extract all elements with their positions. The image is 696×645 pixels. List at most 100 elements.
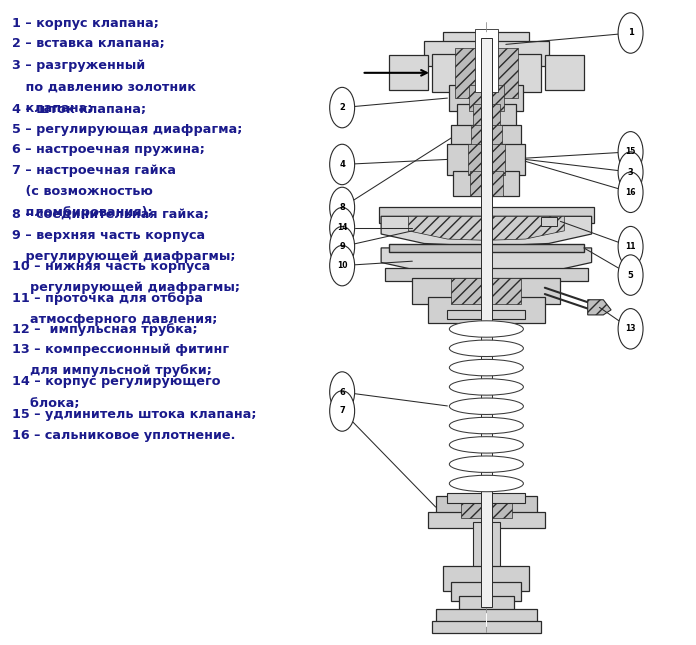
Bar	[473, 104, 500, 130]
Text: 1: 1	[628, 28, 633, 37]
Ellipse shape	[450, 359, 523, 376]
Text: блока;: блока;	[13, 397, 80, 410]
Text: регулирующей диафрагмы;: регулирующей диафрагмы;	[13, 250, 236, 263]
Text: 13: 13	[625, 324, 636, 333]
Circle shape	[330, 187, 355, 228]
Circle shape	[330, 372, 355, 412]
Ellipse shape	[450, 417, 523, 434]
Text: клапана;: клапана;	[13, 102, 93, 115]
Bar	[455, 48, 518, 98]
Bar	[481, 38, 492, 607]
Ellipse shape	[450, 456, 523, 472]
Text: 14 – корпус регулирующего: 14 – корпус регулирующего	[13, 375, 221, 388]
Circle shape	[618, 132, 643, 172]
Ellipse shape	[450, 398, 523, 415]
Ellipse shape	[450, 379, 523, 395]
Bar	[470, 125, 502, 150]
Polygon shape	[587, 300, 611, 315]
Circle shape	[618, 255, 643, 295]
Text: 5 – регулирующая диафрагма;: 5 – регулирующая диафрагма;	[13, 123, 243, 135]
Ellipse shape	[450, 340, 523, 357]
Bar	[451, 278, 521, 304]
Bar	[424, 41, 548, 66]
Bar	[469, 86, 504, 111]
Text: 4: 4	[339, 160, 345, 169]
Text: регулирующей диафрагмы;: регулирующей диафрагмы;	[13, 281, 240, 294]
Circle shape	[618, 226, 643, 267]
Bar	[428, 297, 545, 322]
Circle shape	[330, 87, 355, 128]
Text: 6 – настроечная пружина;: 6 – настроечная пружина;	[13, 143, 205, 156]
Ellipse shape	[450, 437, 523, 453]
Text: 14: 14	[337, 223, 347, 232]
Circle shape	[618, 152, 643, 192]
Text: 16: 16	[625, 188, 636, 197]
Bar	[443, 566, 529, 591]
Bar	[450, 86, 523, 111]
Ellipse shape	[450, 475, 523, 491]
Bar	[453, 171, 519, 196]
Bar	[475, 28, 498, 92]
Text: 15: 15	[626, 147, 635, 156]
Bar	[389, 55, 428, 90]
Text: 5: 5	[628, 271, 633, 279]
Circle shape	[330, 226, 355, 267]
Bar	[451, 125, 521, 150]
Bar	[470, 171, 503, 196]
Text: 8 – соединительная гайка;: 8 – соединительная гайка;	[13, 208, 209, 221]
Text: пломбирования);: пломбирования);	[13, 206, 153, 219]
Bar	[468, 144, 505, 175]
Bar	[428, 512, 545, 528]
Text: 8: 8	[339, 203, 345, 212]
Text: 3 – разгруженный: 3 – разгруженный	[13, 59, 145, 72]
Bar	[436, 608, 537, 624]
Text: по давлению золотник: по давлению золотник	[13, 81, 196, 94]
Text: 10: 10	[337, 261, 347, 270]
Bar	[545, 55, 584, 90]
Circle shape	[330, 208, 355, 248]
Text: 11 – проточка для отбора: 11 – проточка для отбора	[13, 292, 203, 304]
Bar	[459, 596, 514, 611]
Text: для импульсной трубки;: для импульсной трубки;	[13, 364, 212, 377]
Bar	[443, 32, 529, 51]
Text: 9 – верхняя часть корпуса: 9 – верхняя часть корпуса	[13, 229, 205, 242]
Text: 9: 9	[339, 242, 345, 251]
Bar	[389, 244, 584, 252]
Bar	[448, 310, 525, 319]
Text: 6: 6	[339, 388, 345, 397]
Bar	[451, 582, 521, 600]
Text: 13 – компрессионный фитинг: 13 – компрессионный фитинг	[13, 343, 230, 356]
Text: 11: 11	[625, 242, 636, 251]
Bar	[448, 144, 525, 175]
Bar	[379, 207, 594, 223]
Text: 1 – корпус клапана;: 1 – корпус клапана;	[13, 17, 159, 30]
Text: 10 – нижняя часть корпуса: 10 – нижняя часть корпуса	[13, 260, 211, 273]
Polygon shape	[409, 216, 564, 241]
Bar	[473, 522, 500, 572]
Text: 16 – сальниковое уплотнение.: 16 – сальниковое уплотнение.	[13, 429, 236, 442]
Text: 2: 2	[339, 103, 345, 112]
Bar	[448, 493, 525, 503]
Text: атмосферного давления;: атмосферного давления;	[13, 313, 218, 326]
Bar	[461, 496, 512, 518]
Bar	[436, 496, 537, 518]
Circle shape	[330, 245, 355, 286]
Circle shape	[330, 144, 355, 184]
Bar	[541, 217, 557, 226]
Text: 15 – удлинитель штока клапана;: 15 – удлинитель штока клапана;	[13, 408, 257, 421]
Text: 3: 3	[628, 168, 633, 177]
Text: 4 – шток клапана;: 4 – шток клапана;	[13, 103, 146, 116]
Circle shape	[618, 13, 643, 54]
Circle shape	[618, 308, 643, 349]
Circle shape	[618, 172, 643, 212]
Bar	[457, 104, 516, 130]
Bar	[432, 54, 541, 92]
Text: (с возможностью: (с возможностью	[13, 185, 153, 198]
Bar	[432, 622, 541, 633]
Text: 7: 7	[339, 406, 345, 415]
Polygon shape	[381, 248, 592, 274]
Text: 7 – настроечная гайка: 7 – настроечная гайка	[13, 164, 176, 177]
Bar	[412, 278, 560, 304]
Ellipse shape	[450, 321, 523, 337]
Polygon shape	[381, 216, 592, 245]
